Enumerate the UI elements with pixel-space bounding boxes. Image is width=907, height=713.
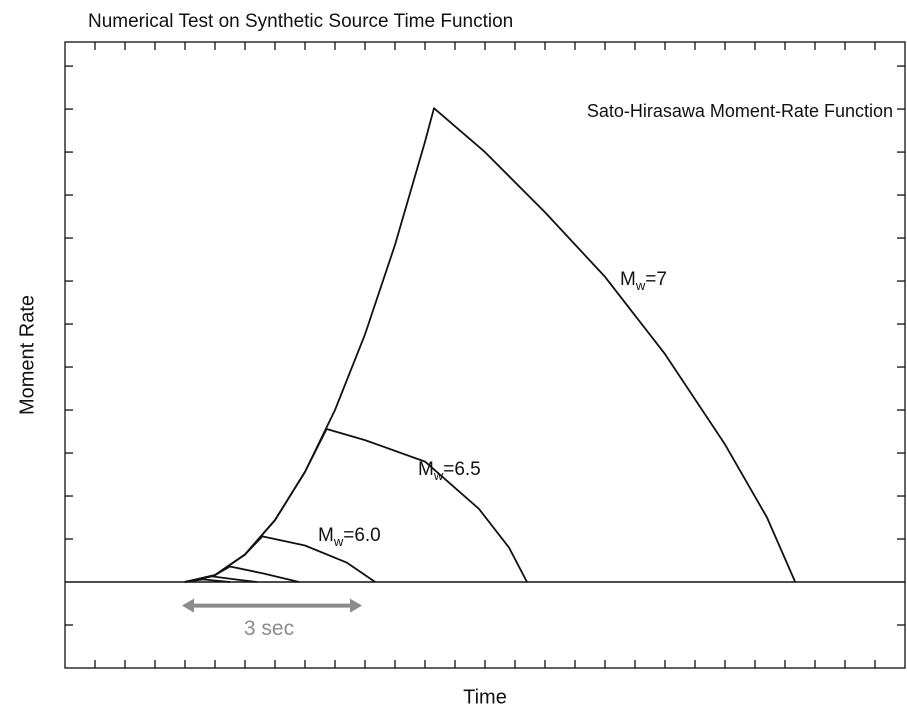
y-axis-label: Moment Rate [16, 295, 38, 415]
label-sub: w [333, 534, 344, 549]
label-main: M [418, 459, 434, 480]
arrow-head [182, 598, 194, 613]
label-rest: =6.0 [343, 525, 381, 546]
label-main: M [318, 525, 334, 546]
series-label: Mw=6.5 [418, 459, 481, 483]
label-sub: w [433, 468, 444, 483]
chart-title: Numerical Test on Synthetic Source Time … [88, 11, 513, 32]
series-label: Mw=6.0 [318, 525, 381, 549]
plot-frame [64, 41, 906, 669]
label-sub: w [635, 278, 646, 293]
x-axis-label: Time [463, 686, 507, 708]
series-line [184, 107, 797, 583]
label-rest: =6.5 [443, 459, 481, 480]
label-main: M [620, 269, 636, 290]
annotation: Sato-Hirasawa Moment-Rate Function [587, 101, 893, 121]
series-label: Mw=7 [620, 269, 667, 293]
arrow-label: 3 sec [244, 617, 294, 640]
series-line [184, 428, 528, 583]
series-line [184, 578, 231, 583]
arrow-head [350, 598, 362, 613]
label-rest: =7 [645, 269, 667, 290]
